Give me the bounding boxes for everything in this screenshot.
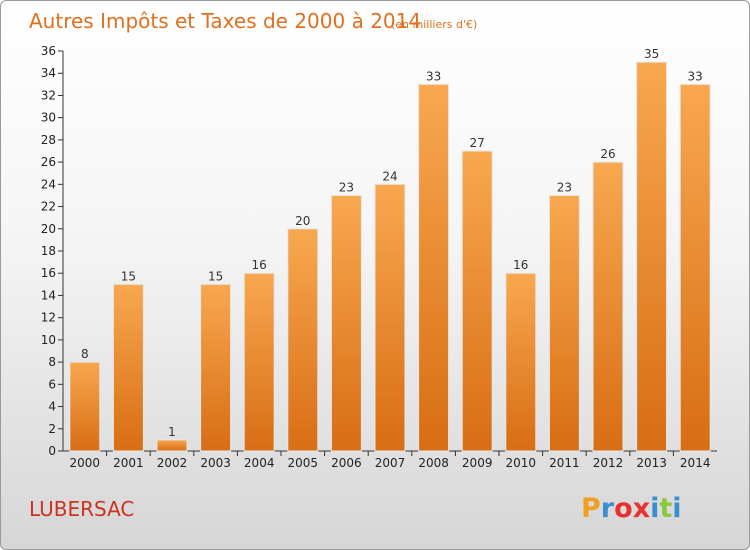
brand-logo: Proxiti [581, 493, 682, 524]
data-label-2012: 26 [600, 147, 615, 161]
bar-2011 [548, 194, 580, 452]
data-label-2007: 24 [382, 169, 397, 183]
bar-2001 [112, 283, 144, 452]
bar-2013 [636, 61, 668, 452]
brand-letter: i [672, 493, 681, 524]
data-label-2013: 35 [644, 47, 659, 61]
y-tick-label: 16 [41, 266, 56, 280]
x-tick-label-2005: 2005 [288, 456, 319, 470]
brand-letter: x [633, 493, 650, 524]
brand-letter: i [650, 493, 659, 524]
data-label-2008: 33 [426, 69, 441, 83]
y-tick-label: 10 [41, 333, 56, 347]
x-tick-label-2006: 2006 [331, 456, 362, 470]
data-label-2006: 23 [339, 180, 354, 194]
y-tick-label: 18 [41, 244, 56, 258]
brand-letter: r [601, 493, 615, 524]
data-label-2010: 16 [513, 258, 528, 272]
x-tick-label-2011: 2011 [549, 456, 580, 470]
y-tick-label: 28 [41, 133, 56, 147]
x-tick-label-2014: 2014 [680, 456, 711, 470]
bar-2009 [461, 150, 493, 452]
data-label-2002: 1 [168, 425, 176, 439]
y-tick-label: 0 [48, 444, 56, 458]
y-tick-label: 22 [41, 200, 56, 214]
y-tick-label: 26 [41, 155, 56, 169]
bar-2000 [69, 361, 101, 452]
brand-letter: t [659, 493, 672, 524]
x-tick-label-2010: 2010 [506, 456, 537, 470]
bars-group: 8 15 1 15 16 20 23 24 33 27 16 23 26 35 33 [69, 47, 711, 452]
brand-letter: P [581, 493, 601, 524]
x-tick-label-2001: 2001 [113, 456, 144, 470]
data-label-2009: 27 [470, 136, 485, 150]
y-tick-label: 32 [41, 88, 56, 102]
x-tick-label-2003: 2003 [200, 456, 231, 470]
bar-2002 [156, 439, 188, 452]
data-label-2004: 16 [252, 258, 267, 272]
commune-name: LUBERSAC [29, 497, 134, 521]
data-label-2000: 8 [81, 347, 89, 361]
chart-unit: (en milliers d'€) [391, 18, 477, 31]
x-tick-label-2004: 2004 [244, 456, 275, 470]
data-label-2005: 20 [295, 214, 310, 228]
y-tick-label: 36 [41, 44, 56, 58]
bar-2008 [418, 83, 450, 452]
data-label-2011: 23 [557, 180, 572, 194]
x-tick-label-2002: 2002 [157, 456, 188, 470]
bar-2007 [374, 183, 406, 452]
y-tick-label: 8 [48, 355, 56, 369]
y-tick-label: 20 [41, 222, 56, 236]
x-tick-label-2000: 2000 [70, 456, 101, 470]
bar-2012 [592, 161, 624, 452]
brand-letter: o [614, 493, 633, 524]
data-label-2014: 33 [688, 69, 703, 83]
bar-2003 [200, 283, 232, 452]
data-label-2003: 15 [208, 269, 223, 283]
chart-title: Autres Impôts et Taxes de 2000 à 2014 [29, 9, 421, 33]
data-label-2001: 15 [121, 269, 136, 283]
bar-2014 [679, 83, 711, 452]
y-tick-label: 2 [48, 422, 56, 436]
y-tick-label: 30 [41, 111, 56, 125]
bar-2004 [243, 272, 275, 452]
y-tick-label: 4 [48, 400, 56, 414]
y-tick-label: 24 [41, 177, 56, 191]
y-tick-label: 14 [41, 288, 56, 302]
x-axis: 2000 2001 2002 2003 2004 2005 2006 2007 2008 2009… [63, 450, 717, 470]
bar-2010 [505, 272, 537, 452]
bar-2005 [287, 228, 319, 452]
x-tick-label-2007: 2007 [375, 456, 406, 470]
y-tick-label: 34 [41, 66, 56, 80]
bar-2006 [330, 194, 362, 452]
x-tick-label-2009: 2009 [462, 456, 493, 470]
x-tick-label-2013: 2013 [636, 456, 667, 470]
x-tick-label-2008: 2008 [418, 456, 449, 470]
x-tick-label-2012: 2012 [593, 456, 624, 470]
y-tick-label: 6 [48, 377, 56, 391]
y-tick-label: 12 [41, 311, 56, 325]
